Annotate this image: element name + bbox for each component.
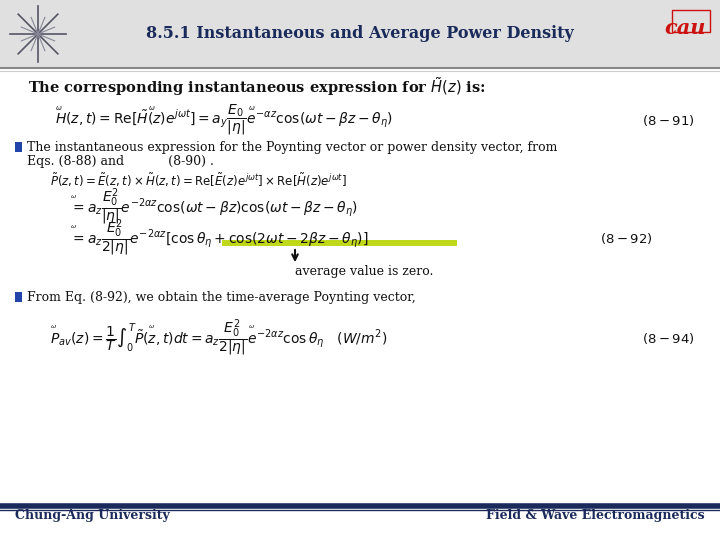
Text: $(8-92)$: $(8-92)$ xyxy=(600,231,652,246)
Text: Field & Wave Electromagnetics: Field & Wave Electromagnetics xyxy=(487,509,705,522)
Text: From Eq. (8-92), we obtain the time-average Poynting vector,: From Eq. (8-92), we obtain the time-aver… xyxy=(27,291,415,303)
Text: $(8-94)$: $(8-94)$ xyxy=(642,330,695,346)
Text: $\omega$: $\omega$ xyxy=(70,224,77,231)
Bar xyxy=(15,292,22,302)
Bar xyxy=(0,0,720,68)
Text: $\omega$: $\omega$ xyxy=(148,322,155,329)
Text: $= a_z \dfrac{E_0^2}{|\eta|} e^{-2\alpha z} \cos(\omega t - \beta z)\cos(\omega : $= a_z \dfrac{E_0^2}{|\eta|} e^{-2\alpha… xyxy=(70,186,358,227)
Text: $= a_z \dfrac{E_0^2}{2|\eta|} e^{-2\alpha z}[\cos\theta_\eta + \cos(2\omega t - : $= a_z \dfrac{E_0^2}{2|\eta|} e^{-2\alph… xyxy=(70,218,369,259)
Text: $\omega$: $\omega$ xyxy=(55,104,63,112)
Text: The instantaneous expression for the Poynting vector or power density vector, fr: The instantaneous expression for the Poy… xyxy=(27,140,557,153)
Bar xyxy=(222,240,457,246)
Text: Eqs. (8-88) and           (8-90) .: Eqs. (8-88) and (8-90) . xyxy=(27,154,214,167)
Text: $\omega$: $\omega$ xyxy=(248,104,256,112)
Text: $P_{av}(z) = \dfrac{1}{T}\int_0^T \tilde{P}(z,t)dt = a_z \dfrac{E_0^2}{2|\eta|}e: $P_{av}(z) = \dfrac{1}{T}\int_0^T \tilde… xyxy=(50,318,387,359)
Text: Chung-Ang University: Chung-Ang University xyxy=(15,509,170,522)
Bar xyxy=(15,142,22,152)
Bar xyxy=(672,10,710,32)
Text: 8.5.1 Instantaneous and Average Power Density: 8.5.1 Instantaneous and Average Power De… xyxy=(146,25,574,43)
Text: cau: cau xyxy=(665,18,706,38)
Text: $\omega$: $\omega$ xyxy=(148,104,156,112)
Text: $\omega$: $\omega$ xyxy=(50,322,57,329)
Text: $\omega$: $\omega$ xyxy=(248,322,255,329)
Text: The corresponding instantaneous expression for $\tilde{H}(z)$ is:: The corresponding instantaneous expressi… xyxy=(28,76,486,98)
Text: $\tilde{P}(z,t) = \tilde{E}(z,t)\times\tilde{H}(z,t) = \mathrm{Re}[\tilde{E}(z)e: $\tilde{P}(z,t) = \tilde{E}(z,t)\times\t… xyxy=(50,171,347,188)
Text: $(8-91)$: $(8-91)$ xyxy=(642,112,695,127)
Text: $\omega$: $\omega$ xyxy=(70,192,77,199)
Text: average value is zero.: average value is zero. xyxy=(295,266,433,279)
Text: $H(z,t) = \mathrm{Re}[\tilde{H}(z)e^{j\omega t}] = a_y \dfrac{E_0}{|\eta|} e^{-\: $H(z,t) = \mathrm{Re}[\tilde{H}(z)e^{j\o… xyxy=(55,103,393,137)
